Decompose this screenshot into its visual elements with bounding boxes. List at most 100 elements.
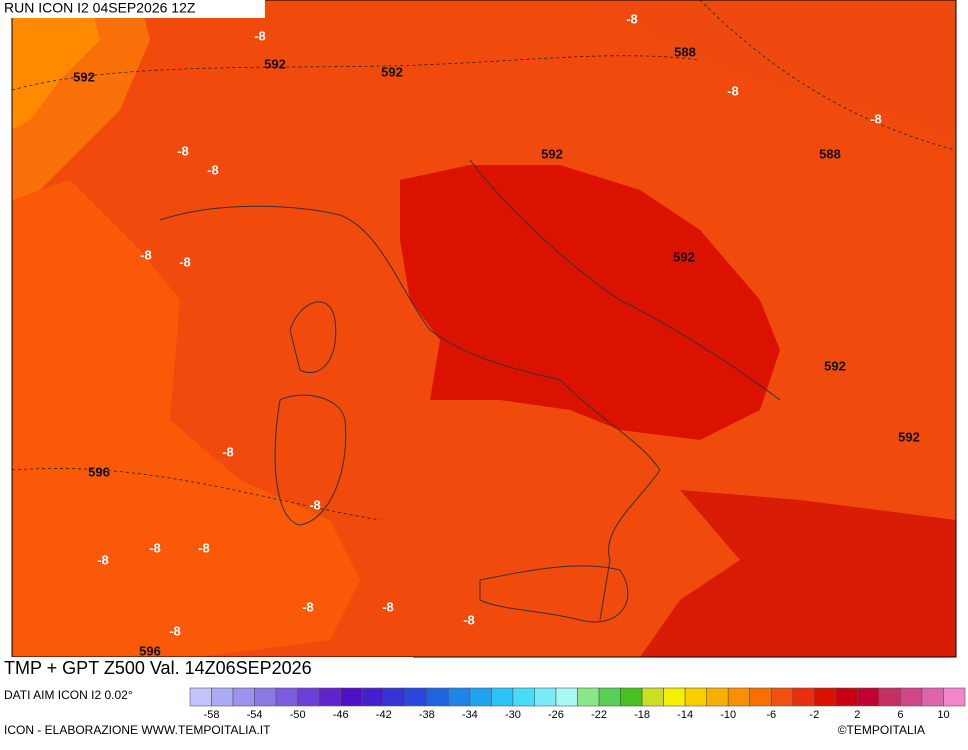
coastlines [159,159,781,623]
contour-label: -8 [626,11,638,26]
colorbar-swatch [770,687,794,707]
colorbar-tick-label: -10 [720,709,736,721]
colorbar-swatch [340,687,363,707]
map-frame [11,0,957,658]
contour-label: 592 [673,249,695,264]
colorbar-tick-label: 2 [854,709,860,721]
colorbar-swatch [189,687,212,707]
contour-label: -8 [463,612,475,627]
colorbar-tick-label: -42 [376,709,392,721]
contour-label: -8 [177,143,189,158]
contour-label: 592 [898,429,920,444]
title-box [0,657,413,683]
colorbar-swatch [835,687,858,707]
contour-label: 596 [88,464,110,479]
map [11,0,957,658]
contour-label: 592 [824,358,846,373]
colorbar-swatch [426,687,449,707]
colorbar-swatch [555,687,578,707]
colorbar-swatch [254,687,277,707]
island [289,301,337,373]
colorbar-tick-label: -26 [548,709,564,721]
contour-label: -8 [727,83,739,98]
colorbar-swatch [361,687,385,707]
colorbar-swatch [404,687,428,707]
colorbar-swatch [383,687,406,707]
colorbar-swatch [448,687,471,707]
colorbar-swatch [577,687,600,707]
contour-label: -8 [222,444,234,459]
contour-label: -8 [302,599,314,614]
colorbar-tick-label: -14 [677,709,693,721]
colorbar-swatch [620,687,643,707]
colorbar-swatch [857,687,880,707]
hot-area [400,165,780,440]
colorbar-tick-label: -54 [247,709,263,721]
colorbar-swatch [641,687,664,707]
colorbar-swatch [921,687,944,707]
contour-label: 592 [73,69,95,84]
colorbar-swatch [297,687,320,707]
colorbar-tick-label: -46 [333,709,349,721]
colorbar-swatch [512,687,535,707]
contour-label: -8 [870,111,882,126]
colorbar-swatch [663,687,686,707]
contour-label: -8 [97,552,109,567]
credit-label: ICON - ELABORAZIONE WWW.TEMPOITALIA.IT [4,723,271,737]
colorbar-tick-label: 6 [897,709,903,721]
contour-labels: 592 -8 592 592 -8 588 -8 -8 592 588 -8 -8 -8 -8 592 592… [73,11,920,658]
colorbar-swatch [727,687,751,707]
contour-label: -8 [309,497,321,512]
colorbar-swatch [469,687,492,707]
colorbar-swatch [814,687,837,707]
source-label: DATI AIM ICON I2 0.02° [4,688,133,702]
colorbar-tick-label: -38 [419,709,435,721]
hot-area [640,490,956,657]
warm-area [12,0,100,130]
colorbar-tick-label: -6 [766,709,776,721]
contour-label: 596 [139,643,161,658]
colorbar-tick-label: -18 [634,709,650,721]
island [479,565,629,623]
contour-label: -8 [382,599,394,614]
colorbar-swatch [706,687,729,707]
run-label: RUN ICON I2 04SEP2026 12Z [4,0,196,16]
island [274,394,347,526]
colorbar: -58 -54 -50 -46 -42 -38 -34 -30 -26 -22 -18 -14 -10-… [189,687,966,721]
contour-label: 588 [674,44,696,59]
colorbar-swatch [232,687,255,707]
colorbar-tick-label: -22 [591,709,607,721]
colorbar-swatch [792,687,815,707]
contour-label: 592 [541,146,563,161]
isohypse [11,468,381,521]
copyright-label: ©TEMPOITALIA [838,723,925,737]
contour-label: -8 [149,540,161,555]
colorbar-tick-label: -2 [809,709,819,721]
cool-area [600,0,956,140]
contour-label: -8 [198,540,210,555]
contour-label: 592 [381,64,403,79]
isohypse [11,55,701,91]
colorbar-tick-label: -34 [462,709,478,721]
colorbar-swatch [878,687,901,707]
isohypses [11,0,957,521]
contour-label: -8 [207,162,219,177]
colorbar-swatch [749,687,772,707]
colorbar-swatch [318,687,341,707]
colorbar-tick-label: -58 [204,709,220,721]
header-box [0,0,265,18]
colorbar-swatch [684,687,707,707]
colorbar-tick-label: -30 [505,709,521,721]
contour-label: -8 [169,623,181,638]
coastline [159,205,661,621]
colorbar-swatch [943,687,966,707]
colorbar-swatch [900,687,923,707]
colorbar-swatch [491,687,514,707]
colorbar-swatch [598,687,621,707]
colorbar-swatch [275,687,298,707]
coastline [469,159,781,401]
colorbar-swatch [534,687,557,707]
contour-label: 588 [819,146,841,161]
colorbar-swatch [211,687,234,707]
